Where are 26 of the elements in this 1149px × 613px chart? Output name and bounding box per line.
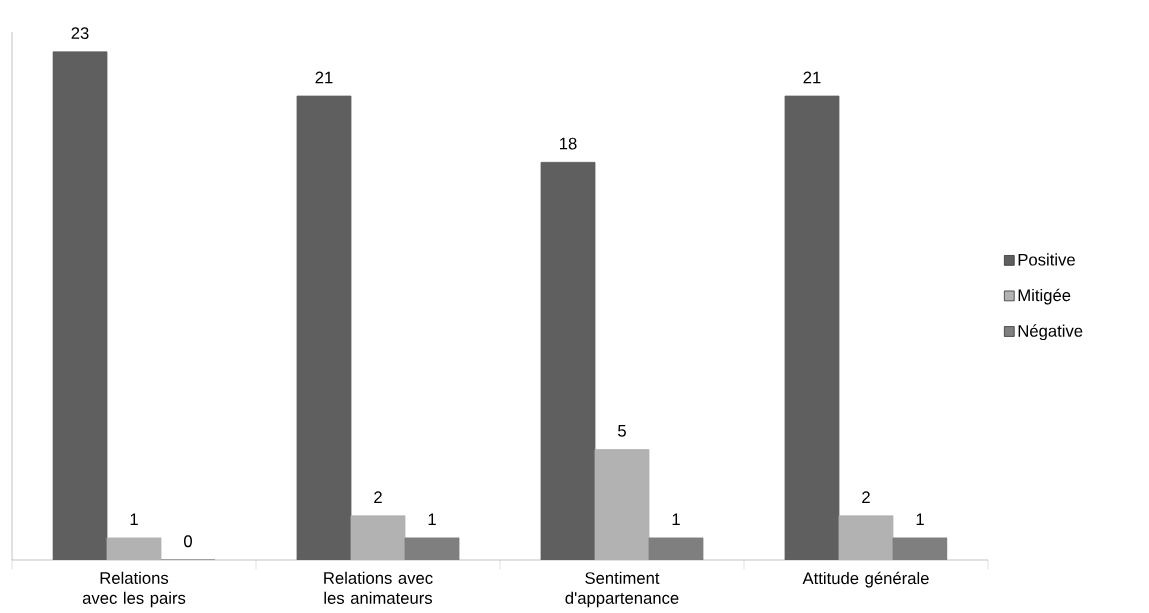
data-label: 18 (560, 137, 577, 150)
data-label: 2 (862, 491, 870, 503)
legend-label: Négative (1018, 324, 1083, 341)
x-tick-label: Sentiment d'appartenance (565, 571, 679, 608)
data-label: 21 (803, 71, 821, 84)
data-label: 0 (184, 535, 192, 548)
bar (648, 537, 704, 560)
data-label: 21 (315, 71, 333, 84)
x-tick-label: Attitude générale (802, 571, 929, 588)
x-tick-label: Relations avec les animateurs (324, 571, 433, 604)
data-label: 1 (428, 513, 436, 526)
bar (838, 515, 894, 560)
data-label: 1 (130, 513, 138, 526)
legend-label: Mitigée (1018, 288, 1071, 305)
data-label: 23 (71, 27, 89, 40)
bar (892, 537, 948, 560)
bar (594, 449, 650, 560)
bar (404, 537, 460, 560)
data-label: 5 (618, 425, 626, 437)
x-tick-label: Relations avec les pairs (82, 571, 186, 608)
bar (350, 515, 406, 560)
legend-label: Positive (1018, 253, 1075, 266)
data-label: 1 (672, 513, 680, 526)
data-label: 2 (374, 491, 382, 503)
data-label: 1 (916, 513, 924, 526)
bar (106, 537, 162, 560)
